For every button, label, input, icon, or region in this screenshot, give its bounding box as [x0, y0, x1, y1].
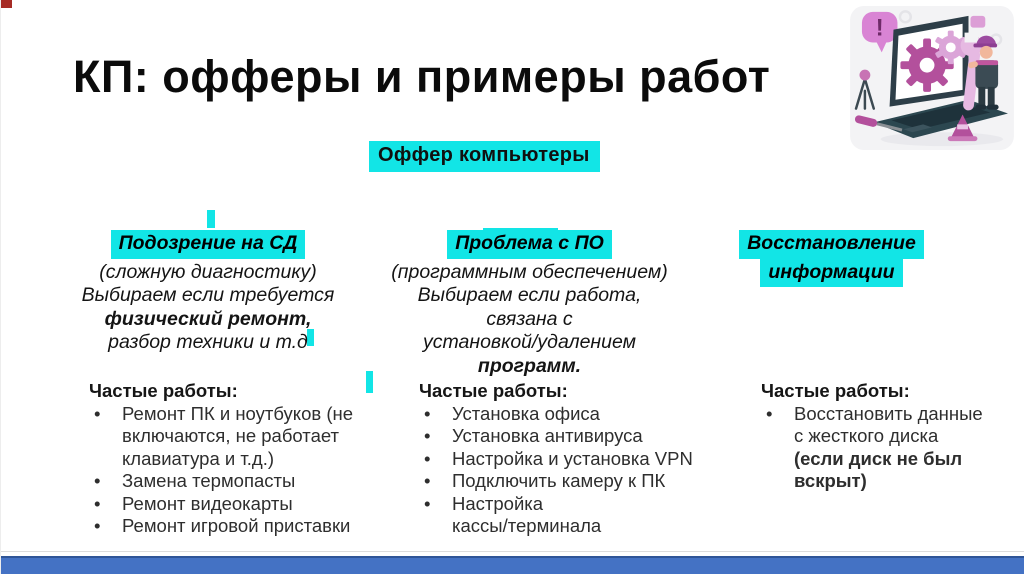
- svg-text:!: !: [876, 16, 884, 42]
- highlighter-mark: [366, 371, 373, 393]
- bullet-glyph: •: [424, 402, 431, 424]
- paragraph-line-bold: физический ремонт,: [104, 307, 312, 330]
- paragraph-line: установкой/удалением: [422, 331, 636, 353]
- bullet-glyph: •: [424, 425, 431, 446]
- frequent-jobs-list-3: Частые работы: • Восстановить данные с же…: [761, 380, 1001, 493]
- list-item: • Установка антивируса: [419, 425, 731, 448]
- bullet-glyph: •: [424, 447, 431, 469]
- paragraph-line: (сложную диагностику): [99, 260, 317, 283]
- paragraph-line: (программным обеспечением): [391, 260, 668, 283]
- list-item: • Восстановить данные с жесткого диска (е…: [761, 403, 1001, 493]
- offer-label: Оффер компьютеры: [369, 141, 600, 172]
- paragraph-line: связана с: [486, 307, 573, 330]
- highlighter-mark: [207, 210, 215, 228]
- column-data-recovery: Восстановление информации: [729, 230, 934, 287]
- list-item: • Замена термопасты: [89, 470, 394, 493]
- bullet-glyph: •: [424, 470, 431, 491]
- list-item: • Установка офиса: [419, 403, 731, 426]
- frequent-jobs-list-1: Частые работы: • Ремонт ПК и ноутбуков (н…: [89, 380, 394, 538]
- column-suspected-diagnostics: Подозрение на СД (сложную диагностику) В…: [53, 230, 363, 355]
- frequent-jobs-list-2: Частые работы: • Установка офиса • Установ…: [419, 380, 731, 538]
- list-item-text: Восстановить данные с жесткого диска: [794, 402, 983, 447]
- page-title: КП: офферы и примеры работ: [73, 51, 771, 102]
- list-item: • Ремонт видеокарты: [89, 493, 394, 516]
- paragraph-line: разбор техники и т.д: [108, 331, 308, 353]
- repair-illustration-svg: !: [850, 5, 1014, 151]
- paragraph-line: Выбираем если требуется: [81, 284, 335, 306]
- column-heading-highlight: Проблема с ПО: [447, 230, 612, 259]
- list-title: Частые работы:: [419, 380, 568, 401]
- column-heading-highlight: информации: [760, 258, 903, 287]
- column-heading-highlight: Подозрение на СД: [110, 230, 306, 259]
- list-item: • Ремонт игровой приставки: [89, 515, 394, 538]
- bullet-glyph: •: [766, 402, 773, 424]
- column-heading-highlight: Восстановление: [739, 230, 924, 259]
- paragraph-line: Выбираем если работа,: [417, 284, 642, 306]
- bullet-glyph: •: [94, 515, 101, 536]
- bullet-glyph: •: [424, 492, 431, 514]
- paragraph-line-bold: программ.: [477, 354, 582, 377]
- footer-divider: [1, 551, 1024, 552]
- bullet-glyph: •: [94, 470, 101, 491]
- bullet-glyph: •: [94, 402, 101, 424]
- corner-accent-mark: [1, 0, 12, 8]
- list-title: Частые работы:: [761, 380, 910, 401]
- list-item: • Ремонт ПК и ноутбуков (не включаются, н…: [89, 403, 394, 471]
- list-title: Частые работы:: [89, 380, 238, 401]
- list-item: • Подключить камеру к ПК: [419, 470, 731, 493]
- bullet-glyph: •: [94, 492, 101, 514]
- footer-bar: [1, 556, 1024, 574]
- list-item-bold-text: (если диск не был вскрыт): [794, 447, 963, 492]
- column-software-problem: Проблема с ПО (программным обеспечением)…: [367, 230, 692, 378]
- computer-repair-illustration: !: [847, 4, 1017, 152]
- list-item: • Настройка и установка VPN: [419, 448, 731, 471]
- list-item: • Настройка кассы/терминала: [419, 493, 731, 538]
- highlighter-caret-mark: [307, 329, 314, 346]
